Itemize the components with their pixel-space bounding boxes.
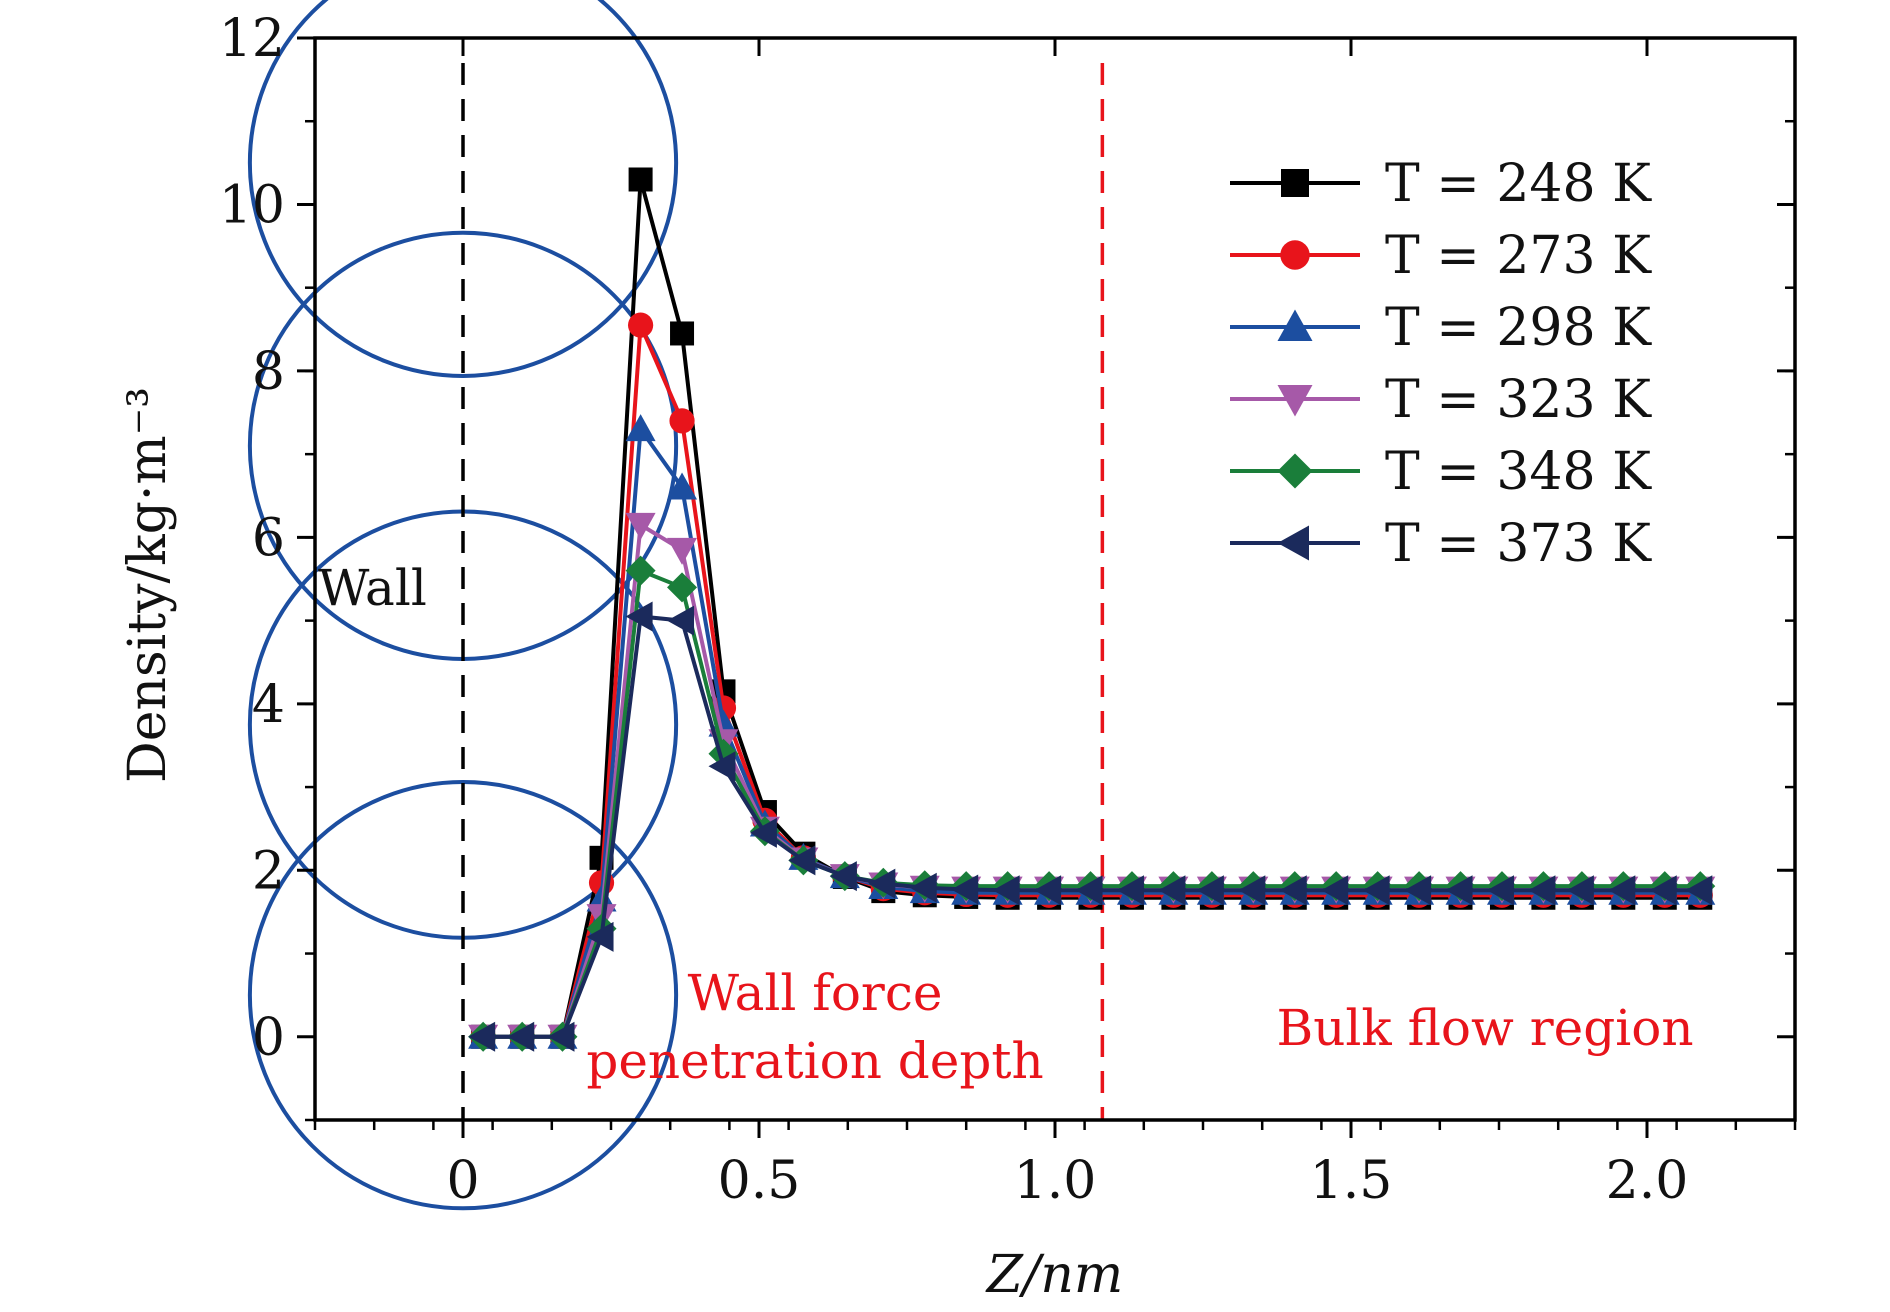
- x-tick-label-3: 1.5: [1310, 1151, 1393, 1211]
- legend-marker-0: [1281, 169, 1309, 197]
- series-5-point-14: [1034, 875, 1062, 906]
- legend-marker-5: [1277, 525, 1309, 561]
- legend-label-5: T = 373 K: [1385, 514, 1652, 574]
- legend-entry-5: T = 373 K: [1230, 514, 1652, 574]
- series-5-point-20: [1279, 875, 1307, 906]
- legend-entry-3: T = 323 K: [1230, 370, 1652, 430]
- legend-label-3: T = 323 K: [1385, 370, 1652, 430]
- series-5-point-29: [1649, 875, 1677, 906]
- series-5-point-6: [708, 751, 736, 782]
- series-5-point-7: [749, 817, 777, 848]
- legend-marker-3: [1277, 385, 1313, 417]
- series-5-point-18: [1196, 875, 1224, 906]
- legend-entry-2: T = 298 K: [1230, 298, 1652, 358]
- series-5-point-25: [1486, 875, 1514, 906]
- wall-atom-3: [247, 780, 679, 1211]
- axes: 0 0.5 1.0 1.5 2.0 0 2 4 6 8 10 12: [219, 9, 1797, 1211]
- x-tick-label-4: 2.0: [1606, 1151, 1689, 1211]
- series-5-point-23: [1404, 875, 1432, 906]
- series-4-point-5: [667, 572, 698, 603]
- series-5-point-28: [1608, 875, 1636, 906]
- series-5-point-8: [788, 845, 816, 876]
- legend-marker-1: [1280, 240, 1310, 270]
- series-2-point-4: [625, 414, 656, 442]
- legend-label-2: T = 298 K: [1385, 298, 1652, 358]
- y-tick-label-1: 2: [252, 841, 285, 901]
- series-0-point-4: [628, 167, 653, 192]
- series-5-point-27: [1566, 875, 1594, 906]
- series-5-point-24: [1445, 875, 1473, 906]
- series-line-3: [483, 521, 1701, 1039]
- series-5-point-3: [586, 921, 614, 952]
- series-5-point-30: [1685, 875, 1713, 906]
- series-5-point-13: [992, 875, 1020, 906]
- wall-label: Wall: [318, 559, 427, 617]
- series-3: [468, 512, 1716, 1052]
- y-tick-label-2: 4: [252, 675, 285, 735]
- legend-label-1: T = 273 K: [1385, 226, 1652, 286]
- legend: T = 248 K T = 273 K T = 298 K T = 323 K T = …: [1230, 154, 1652, 574]
- y-tick-label-3: 6: [252, 508, 285, 568]
- y-tick-label-4: 8: [252, 342, 285, 402]
- series-1-point-5: [669, 408, 695, 434]
- series-5-point-15: [1075, 875, 1103, 906]
- series-1-point-4: [628, 312, 654, 338]
- series-5-point-19: [1238, 875, 1266, 906]
- legend-entry-4: T = 348 K: [1230, 442, 1652, 502]
- series-3-point-5: [667, 537, 698, 565]
- wall-atom-0: [247, 0, 679, 378]
- y-tick-label-5: 10: [219, 175, 285, 235]
- legend-label-4: T = 348 K: [1385, 442, 1652, 502]
- x-tick-label-0: 0: [446, 1151, 479, 1211]
- series-5-point-17: [1158, 875, 1186, 906]
- y-tick-label-6: 12: [219, 9, 285, 69]
- annotations: Wall Wall force penetration depth Bulk f…: [318, 559, 1694, 1090]
- series-5-point-5: [667, 605, 695, 636]
- series-line-5: [483, 614, 1701, 1039]
- series-5-point-4: [625, 601, 653, 632]
- legend-marker-2: [1277, 309, 1313, 341]
- series-5-point-16: [1116, 875, 1144, 906]
- series-2-point-5: [667, 472, 698, 500]
- series-0-point-5: [670, 321, 695, 346]
- bulk-flow-label: Bulk flow region: [1276, 999, 1693, 1057]
- reference-lines: [461, 63, 1105, 1120]
- legend-label-0: T = 248 K: [1385, 154, 1652, 214]
- penetration-label-line1: Wall force: [688, 964, 943, 1022]
- series-5-point-2: [547, 1021, 575, 1052]
- series-4-point-4: [625, 555, 656, 586]
- series-5-point-22: [1362, 875, 1390, 906]
- penetration-label-line2: penetration depth: [586, 1032, 1043, 1090]
- series-2: [468, 414, 1716, 1049]
- x-tick-label-1: 0.5: [718, 1151, 801, 1211]
- x-tick-label-2: 1.0: [1014, 1151, 1097, 1211]
- series-5-point-11: [909, 872, 937, 903]
- series-5-point-10: [868, 868, 896, 899]
- series-line-4: [483, 567, 1701, 1039]
- legend-entry-1: T = 273 K: [1230, 226, 1652, 286]
- series-3-point-4: [625, 512, 656, 540]
- y-tick-label-0: 0: [252, 1008, 285, 1068]
- series-5-point-9: [829, 861, 857, 892]
- legend-entry-0: T = 248 K: [1230, 154, 1652, 214]
- series-5-point-21: [1321, 875, 1349, 906]
- series-group: [468, 167, 1716, 1052]
- series-5-point-12: [951, 874, 979, 905]
- series-5-point-0: [468, 1021, 496, 1052]
- series-5-point-26: [1528, 875, 1556, 906]
- series-5-point-1: [507, 1021, 535, 1052]
- y-axis-title: Density/kg·m⁻³: [118, 387, 178, 783]
- legend-marker-4: [1277, 453, 1313, 489]
- x-axis-title: Z/nm: [985, 1245, 1123, 1305]
- series-5: [468, 601, 1713, 1052]
